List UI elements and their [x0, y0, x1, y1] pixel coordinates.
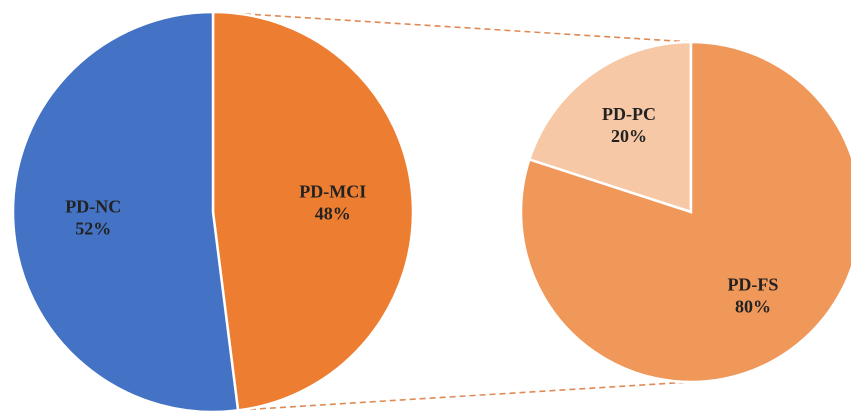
- slice-value: 52%: [75, 219, 111, 239]
- slice-value: 20%: [611, 126, 647, 146]
- slice-label: PD-NC: [65, 197, 121, 217]
- pie-slice: [11, 10, 240, 414]
- pie-slice: [527, 40, 693, 214]
- slice-label: PD-MCI: [299, 182, 366, 202]
- pie-slice: [211, 10, 415, 412]
- pie-slice: [519, 40, 851, 384]
- slice-value: 80%: [735, 296, 771, 316]
- slice-label: PD-PC: [602, 104, 656, 124]
- slice-value: 48%: [315, 204, 351, 224]
- connector: [239, 381, 692, 411]
- slice-label: PD-FS: [727, 274, 778, 294]
